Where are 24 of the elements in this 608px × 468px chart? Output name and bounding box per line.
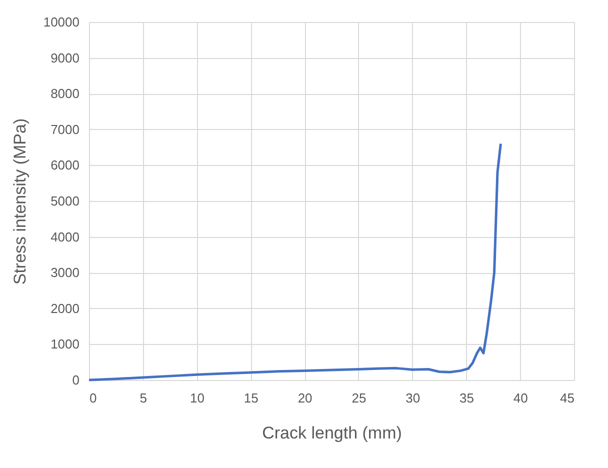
x-tick-label: 10 (190, 390, 205, 406)
y-tick-label: 9000 (50, 50, 80, 66)
y-axis-title: Stress intensity (MPa) (10, 118, 30, 285)
y-tick-label: 1000 (50, 336, 80, 352)
x-tick-label: 0 (90, 390, 97, 406)
y-tick-label: 4000 (50, 229, 80, 244)
x-tick-label: 5 (140, 390, 148, 406)
y-tick-label: 8000 (50, 86, 80, 102)
y-tick-label: 5000 (50, 194, 80, 208)
line-series (88, 142, 502, 382)
x-tick-label: 25 (352, 390, 366, 406)
x-tick-label: 45 (560, 390, 574, 406)
y-tick-label: 10000 (43, 14, 80, 30)
x-tick-label: 35 (459, 390, 474, 406)
x-tick-label: 40 (513, 390, 528, 406)
y-tick-label: 6000 (50, 158, 80, 173)
y-tick-label: 7000 (50, 122, 80, 137)
x-tick-label: 30 (406, 390, 420, 406)
y-tick-label: 3000 (50, 265, 80, 280)
x-axis-title: Crack length (mm) (262, 424, 402, 442)
x-tick-label: 20 (298, 390, 312, 406)
x-tick-label: 15 (244, 390, 258, 406)
y-tick-label: 2000 (50, 300, 80, 316)
y-tick-label: 0 (72, 372, 80, 388)
